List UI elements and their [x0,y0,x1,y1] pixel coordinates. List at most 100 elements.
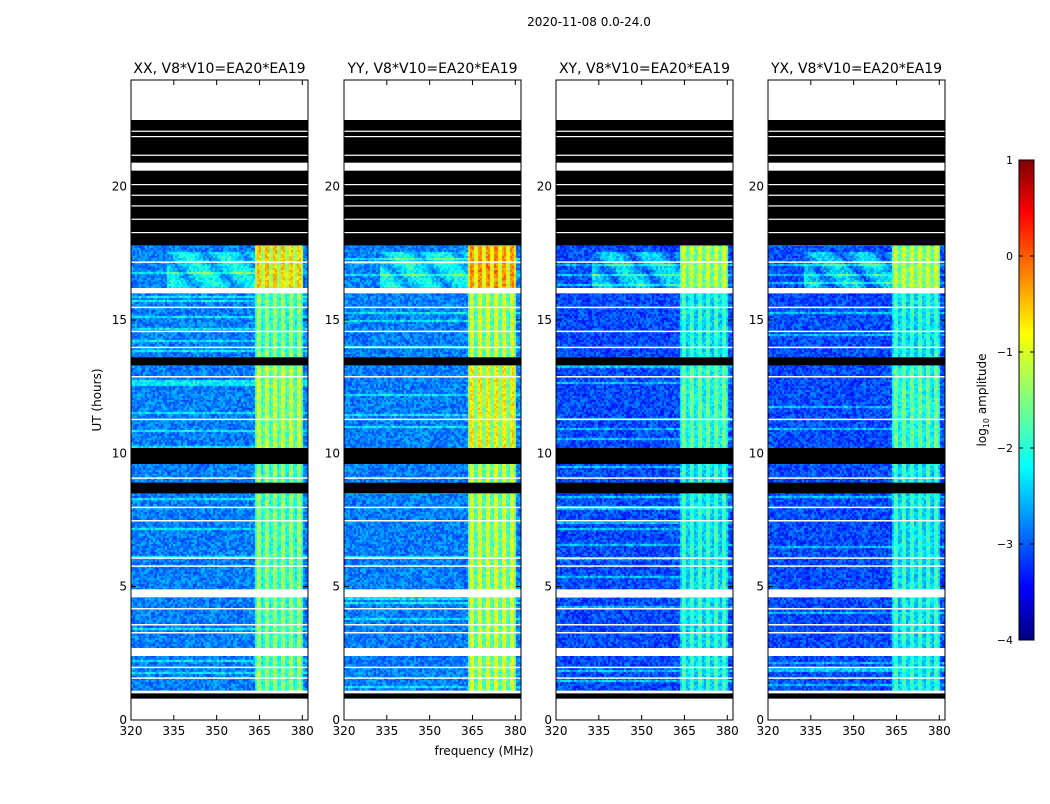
y-tick-label: 15 [537,313,552,327]
x-tick-label: 320 [333,724,356,738]
flagged-band [556,693,733,699]
gap-line [768,506,945,509]
gap-line [344,130,521,132]
gap-line [768,520,945,522]
axes-frame [343,79,522,721]
y-axis-label: UT (hours) [90,368,104,431]
gap-line [131,376,308,378]
x-tick-label: 380 [928,724,951,738]
gap-line [768,306,945,309]
gap-line [768,205,945,207]
gap-line [131,565,308,567]
flagged-band [131,693,308,699]
gap-line [768,194,945,196]
y-tick-label: 10 [112,446,127,460]
gap-line [768,608,945,610]
gap-line [556,136,733,138]
gap-line [768,565,945,567]
gap-line [768,477,945,479]
gap-line [344,306,521,309]
x-tick-label: 320 [120,724,143,738]
flagged-band [768,693,945,699]
flagged-band [768,482,945,494]
x-tick-label: 350 [630,724,653,738]
gap-line [344,666,521,669]
gap-band [556,80,733,120]
gap-line [768,666,945,669]
gap-band [131,162,308,171]
gap-line [768,218,945,220]
gap-band [131,589,308,598]
flagged-band [556,482,733,494]
flagged-band [344,120,521,246]
flagged-band [344,693,521,699]
x-tick-label: 335 [375,724,398,738]
panel-title: XX, V8*V10=EA20*EA19 [133,61,305,77]
gap-line [768,232,945,234]
gap-line [556,506,733,509]
gap-band [768,690,945,694]
gap-line [131,218,308,220]
gap-line [131,194,308,196]
x-tick-label: 335 [587,724,610,738]
gap-line [768,130,945,132]
flagged-band [556,160,733,163]
gap-band [344,690,521,694]
gap-line [344,418,521,421]
y-tick-label: 15 [749,313,764,327]
gap-line [768,136,945,138]
colorbar-tick-label: 1 [1006,154,1013,167]
gap-line [768,418,945,421]
flagged-band [131,357,308,366]
gap-band [131,698,308,720]
y-tick-label: 5 [332,580,340,594]
panel-xy: XY, V8*V10=EA20*EA19 320 335 350 365 380 0 5 10 1… [537,61,739,738]
y-tick-label: 0 [756,713,764,727]
x-tick-label: 380 [716,724,739,738]
gap-line [131,136,308,138]
gap-line [344,506,521,509]
gap-line [131,418,308,421]
y-tick-label: 20 [112,180,127,194]
colorbar-tick-label: 0 [1006,250,1013,263]
gap-line [344,624,521,626]
gap-line [131,346,308,349]
gap-line [344,136,521,138]
gap-line [131,632,308,634]
y-tick-label: 20 [537,180,552,194]
flagged-band [131,482,308,494]
gap-line [131,520,308,522]
x-tick-label: 350 [418,724,441,738]
panel-yy: YY, V8*V10=EA20*EA19 320 335 350 365 380 0 5 10 1… [325,61,527,738]
gap-line [131,306,308,309]
x-tick-label: 380 [504,724,527,738]
gap-line [768,346,945,349]
y-tick-label: 5 [119,580,127,594]
gap-band [344,80,521,120]
gap-line [556,218,733,220]
gap-band [556,288,733,294]
x-axis-label: frequency (MHz) [434,744,533,758]
panel-title: XY, V8*V10=EA20*EA19 [559,61,730,77]
flagged-band [768,120,945,246]
gap-band [556,690,733,694]
gap-line [344,557,521,559]
gap-line [131,666,308,669]
gap-line [556,154,733,156]
gap-band [131,648,308,656]
flagged-band [768,160,945,163]
flagged-band [131,448,308,464]
gap-line [556,232,733,234]
x-tick-label: 365 [461,724,484,738]
gap-line [768,154,945,156]
gap-line [344,608,521,610]
colorbar-label-main: log [975,428,989,446]
gap-line [556,194,733,196]
gap-band [344,288,521,294]
flagged-band [344,357,521,366]
colorbar-tick-label: −2 [997,442,1013,455]
gap-line [556,184,733,186]
gap-line [131,261,308,263]
gap-line [131,232,308,234]
colorbar-ticks: 1 0 −1 −2 −3 −4 [997,154,1034,647]
